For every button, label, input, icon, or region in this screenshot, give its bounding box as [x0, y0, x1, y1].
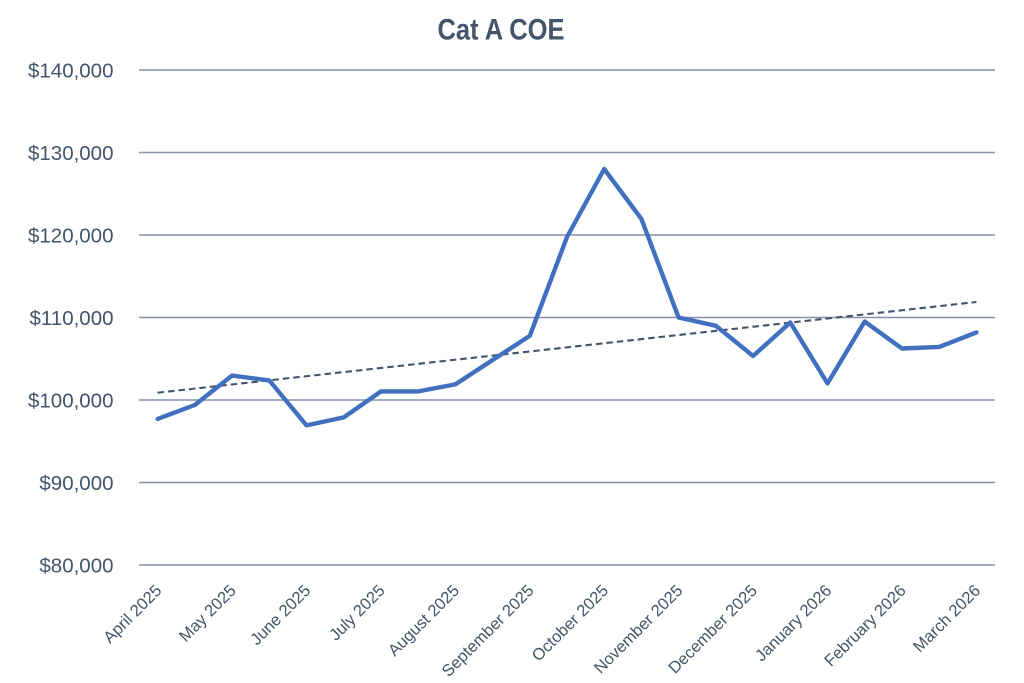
svg-text:$130,000: $130,000	[28, 142, 114, 165]
svg-text:$100,000: $100,000	[28, 390, 114, 413]
svg-text:$140,000: $140,000	[28, 60, 114, 83]
svg-text:$110,000: $110,000	[30, 307, 114, 330]
svg-text:Cat A COE: Cat A COE	[438, 14, 565, 47]
svg-text:$90,000: $90,000	[39, 472, 113, 495]
svg-text:$120,000: $120,000	[28, 225, 114, 248]
svg-text:$80,000: $80,000	[39, 555, 113, 578]
